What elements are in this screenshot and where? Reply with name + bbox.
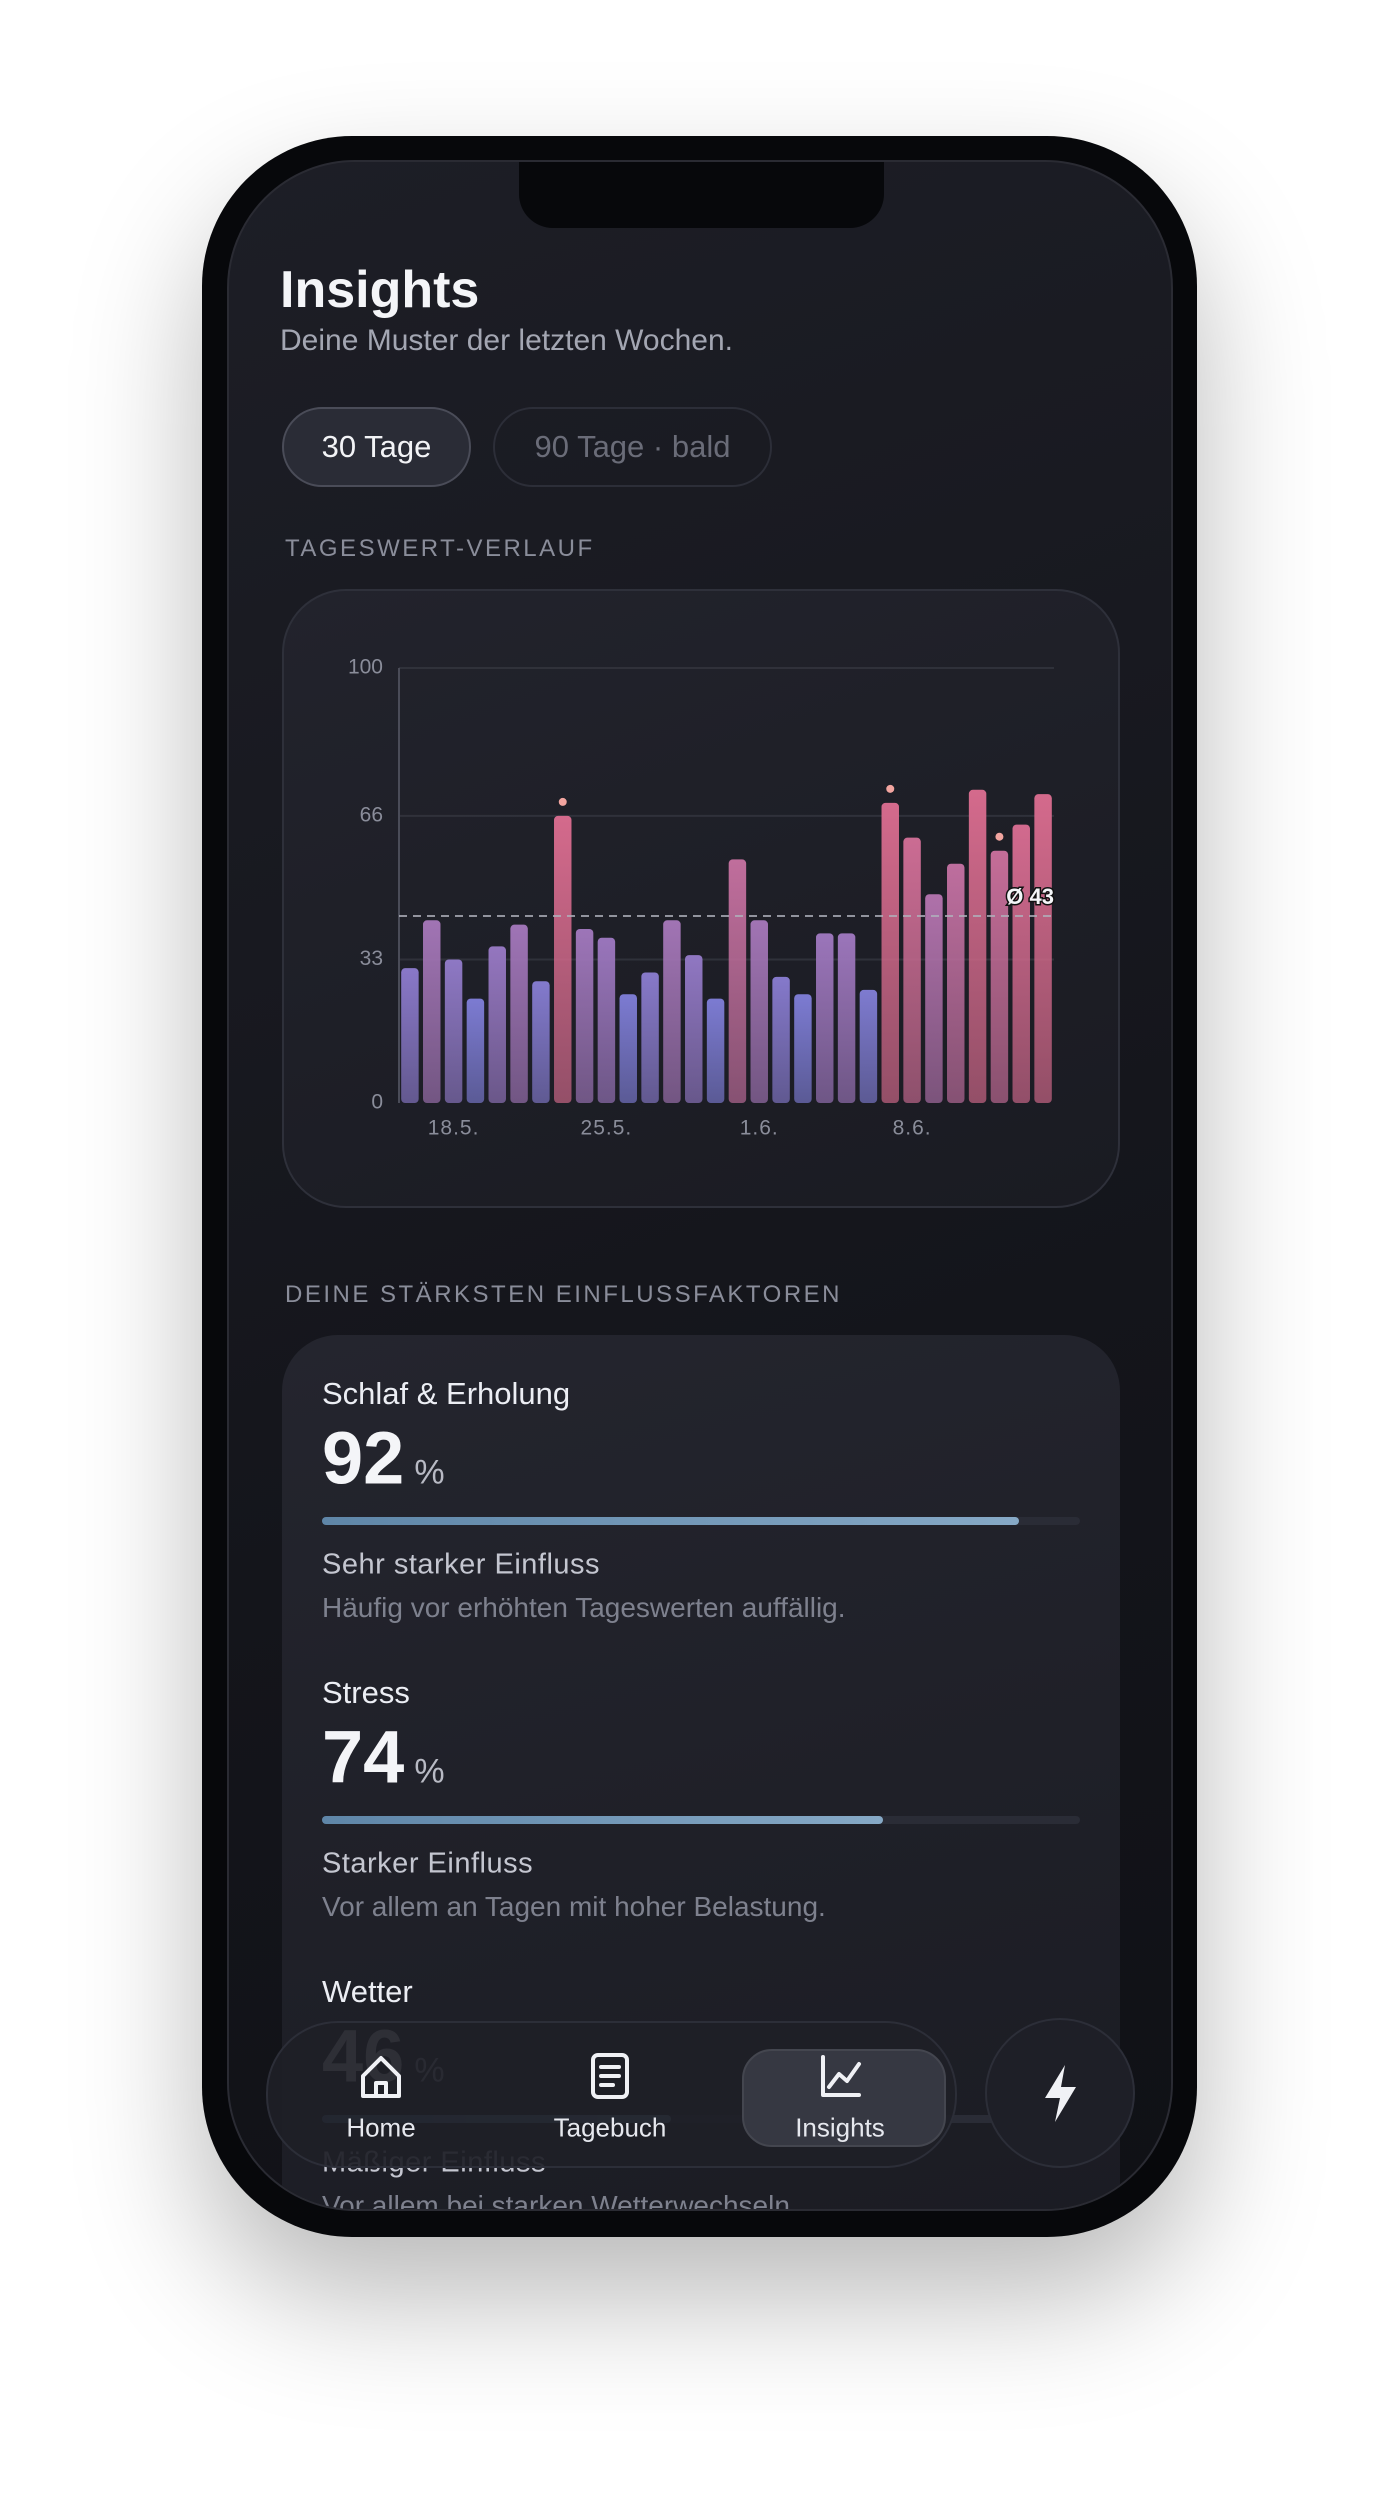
bolt-icon — [1045, 2065, 1076, 2122]
bar — [706, 998, 725, 1103]
bar — [619, 994, 637, 1103]
home-icon — [361, 2056, 401, 2098]
x-tick-label: 25.5. — [581, 1117, 633, 1140]
highlight-dot — [886, 784, 895, 793]
factor-strength: Starker Einfluss — [322, 1847, 534, 1880]
factor-description: Vor allem bei starken Wetterwechseln. — [322, 2190, 798, 2211]
subtitle: Deine Muster der letzten Wochen. — [280, 324, 734, 357]
x-tick-label: 18.5. — [428, 1117, 480, 1140]
section-title: DEINE STÄRKSTEN EINFLUSSFAKTOREN — [285, 1281, 842, 1308]
factor-value: 74 — [322, 1715, 405, 1799]
factor-track — [322, 1517, 1080, 1525]
notch — [519, 162, 884, 228]
factor-name: Wetter — [322, 1974, 413, 2009]
tab[interactable]: 30 Tage — [282, 407, 471, 487]
bar — [1012, 824, 1030, 1103]
diary-lines — [599, 2065, 621, 2087]
nav-label[interactable]: Insights — [795, 2112, 885, 2143]
screen: Insights Deine Muster der letzten Wochen… — [227, 160, 1173, 2211]
bar — [663, 920, 681, 1103]
highlight-dot — [558, 797, 567, 806]
chart: 0 33 66 100 18.5. 25.5. 1.6. 8.6. Ø 43 — [348, 656, 1056, 1140]
bar — [444, 959, 463, 1103]
factor-value: 92 — [322, 1416, 405, 1500]
average-label: Ø 43 — [1006, 884, 1054, 909]
factor-description: Häufig vor erhöhten Tageswerten auffälli… — [322, 1592, 846, 1623]
nav-label[interactable]: Tagebuch — [553, 2112, 667, 2143]
diary-icon — [591, 2053, 629, 2099]
bar — [641, 972, 659, 1103]
bar — [990, 850, 1009, 1103]
section-title: TAGESWERT-VERLAUF — [285, 535, 595, 562]
bar — [685, 955, 703, 1103]
bar — [947, 863, 965, 1103]
bar — [575, 929, 594, 1103]
bar — [597, 937, 616, 1103]
bar — [881, 802, 899, 1103]
insights-icon — [821, 2055, 861, 2097]
factor-unit: % — [414, 1752, 445, 1791]
bar — [1034, 794, 1052, 1103]
bar — [510, 924, 528, 1103]
x-tick-label: 8.6. — [893, 1117, 932, 1140]
bar — [925, 894, 943, 1103]
title: Insights — [280, 261, 480, 319]
bar — [859, 989, 878, 1103]
factor-value-row: 74% — [322, 1715, 445, 1800]
y-tick-label: 66 — [360, 803, 383, 826]
y-tick-label: 0 — [371, 1091, 383, 1114]
x-tick-label: 1.6. — [740, 1117, 779, 1140]
bar — [532, 981, 550, 1103]
bar — [401, 968, 419, 1103]
factor-value-row: 92% — [322, 1416, 445, 1501]
bar — [772, 976, 790, 1103]
bar — [488, 946, 506, 1103]
factor-bar — [322, 1816, 883, 1824]
bar — [423, 920, 441, 1103]
bar — [903, 837, 921, 1103]
factor-bar — [322, 1517, 1020, 1525]
bar — [466, 998, 485, 1103]
bar — [750, 920, 768, 1103]
bar — [794, 994, 812, 1103]
bar — [728, 859, 747, 1103]
y-tick-label: 100 — [348, 656, 383, 679]
bar — [968, 789, 987, 1103]
bar — [837, 933, 856, 1103]
factor-name: Stress — [322, 1675, 410, 1710]
nav-label[interactable]: Home — [346, 2112, 416, 2143]
nav-icons — [361, 2018, 1135, 2168]
chart-card: 0 33 66 100 18.5. 25.5. 1.6. 8.6. Ø 43 — [282, 589, 1120, 1208]
y-tick-label: 33 — [360, 947, 383, 970]
factor-track — [322, 1816, 1080, 1824]
factor-strength: Sehr starker Einfluss — [322, 1548, 601, 1581]
nav-active — [742, 2049, 946, 2147]
factor-description: Vor allem an Tagen mit hoher Belastung. — [322, 1891, 826, 1922]
factor-name: Schlaf & Erholung — [322, 1376, 571, 1411]
bar — [816, 933, 834, 1103]
tab[interactable]: 90 Tage · bald — [493, 407, 772, 487]
highlight-dot — [995, 832, 1004, 841]
bar — [554, 815, 572, 1103]
factor-unit: % — [414, 1453, 445, 1492]
